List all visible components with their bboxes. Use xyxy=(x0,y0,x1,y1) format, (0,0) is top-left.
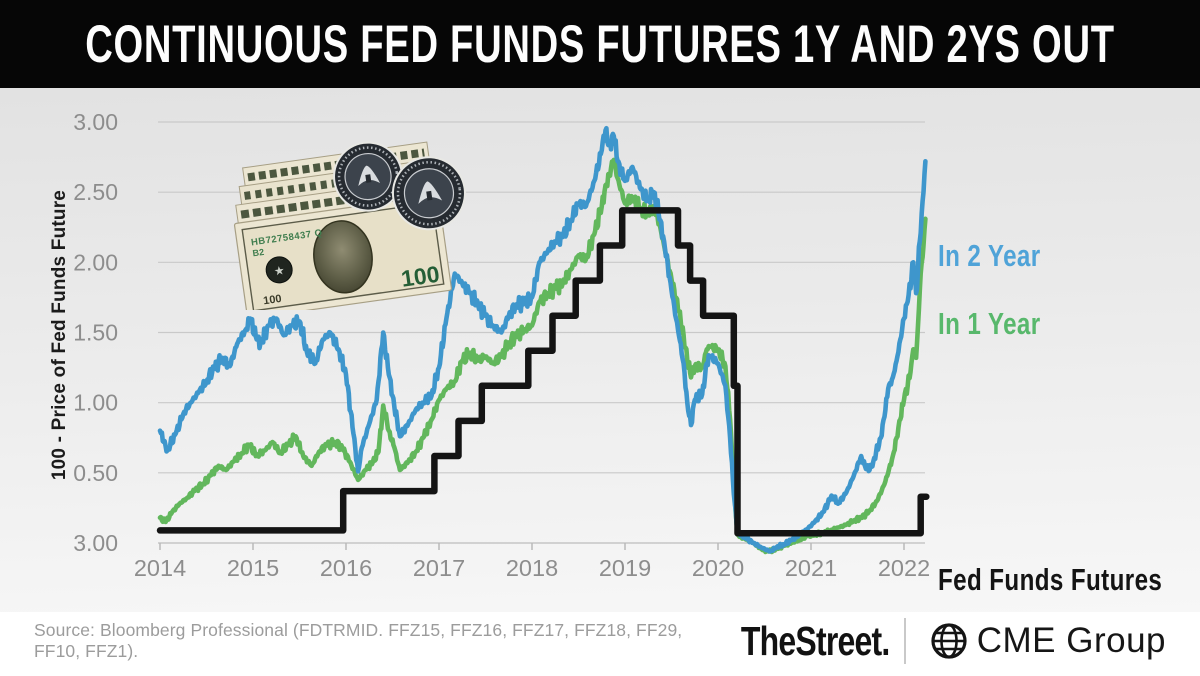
x-tick-label: 2022 xyxy=(878,555,930,581)
footer: Source: Bloomberg Professional (FDTRMID.… xyxy=(0,612,1200,676)
y-tick-label: 1.00 xyxy=(73,390,118,416)
series-line-fed-funds-futures xyxy=(156,207,930,537)
page-title: CONTINUOUS FED FUNDS FUTURES 1Y AND 2YS … xyxy=(85,14,1115,74)
x-tick-label: 2018 xyxy=(506,555,558,581)
y-tick-label: 2.00 xyxy=(73,249,118,275)
title-banner: CONTINUOUS FED FUNDS FUTURES 1Y AND 2YS … xyxy=(0,0,1200,88)
y-tick-label: 3.00 xyxy=(73,109,118,135)
x-tick-label: 2015 xyxy=(227,555,279,581)
series-line-in-1-year xyxy=(157,157,928,555)
chart-canvas: 3.00 2.50 2.00 1.50 1.00 0.50 3.00 2014 2015 2016… xyxy=(73,109,930,581)
chart-region: 3.00 2.50 2.00 1.50 1.00 0.50 3.00 2014 2015 2016… xyxy=(0,88,1200,612)
y-tick-label: 1.50 xyxy=(73,320,118,346)
cme-group-text: CME Group xyxy=(976,621,1166,660)
fed-seal-icon xyxy=(391,156,466,231)
fed-seal-icon xyxy=(333,141,404,212)
legend-label-fed-funds-futures: Fed Funds Futures xyxy=(938,562,1163,597)
bill-denomination: 100 xyxy=(399,261,441,292)
legend-label-in-2-year: In 2 Year xyxy=(938,238,1041,273)
y-tick-label: 3.00 xyxy=(73,530,118,556)
logo-divider xyxy=(903,618,906,664)
x-tick-label: 2017 xyxy=(413,555,465,581)
series-line-in-2-year xyxy=(157,125,928,554)
bill-seal-icon xyxy=(265,256,293,284)
legend-label-in-1-year: In 1 Year xyxy=(938,306,1041,341)
y-axis-title: 100 - Price of Fed Funds Future xyxy=(49,189,70,481)
cme-group-logo: CME Group xyxy=(930,621,1166,661)
franklin-portrait xyxy=(313,220,373,293)
brand-row: TheStreet. CME Group xyxy=(699,618,1166,665)
x-tick-label: 2016 xyxy=(320,555,372,581)
bill-plate: B2 xyxy=(252,247,265,259)
x-tick-label: 2021 xyxy=(785,555,837,581)
y-tick-label: 2.50 xyxy=(73,179,118,205)
svg-text:★: ★ xyxy=(273,263,286,278)
thestreet-logo: TheStreet. xyxy=(741,617,890,664)
front-bill: ★ HB72758437 Q B2 100 100 xyxy=(233,194,452,310)
y-tick-label: 0.50 xyxy=(73,460,118,486)
dollar-bills-graphic: ★ HB72758437 Q B2 100 100 xyxy=(233,141,466,310)
svg-text:100: 100 xyxy=(263,293,283,307)
x-tick-label: 2019 xyxy=(599,555,651,581)
x-tick-label: 2020 xyxy=(692,555,744,581)
bill-stack: ★ HB72758437 Q B2 100 100 xyxy=(233,141,466,310)
source-text: Source: Bloomberg Professional (FDTRMID.… xyxy=(34,620,683,661)
globe-icon xyxy=(931,623,967,659)
x-tick-label: 2014 xyxy=(134,555,186,581)
